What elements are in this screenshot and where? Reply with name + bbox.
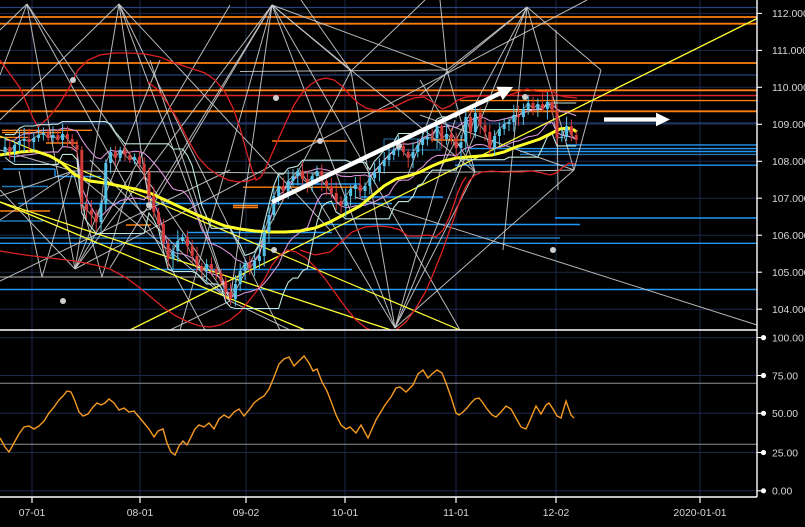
svg-text:2020-01-01: 2020-01-01 [673,508,726,519]
svg-text:109.000: 109.000 [772,120,805,131]
svg-text:104.000: 104.000 [772,305,805,316]
svg-text:107.000: 107.000 [772,194,805,205]
svg-text:12-02: 12-02 [543,508,570,519]
svg-text:11-01: 11-01 [443,508,469,519]
svg-text:08-01: 08-01 [127,508,154,519]
svg-text:10-01: 10-01 [332,508,359,519]
svg-text:0.00: 0.00 [772,487,792,498]
svg-text:112.000: 112.000 [772,9,805,20]
svg-text:108.000: 108.000 [772,157,805,168]
svg-text:111.000: 111.000 [772,46,805,57]
svg-text:105.000: 105.000 [772,268,805,279]
svg-text:100.00: 100.00 [772,333,804,344]
svg-text:09-02: 09-02 [233,508,260,519]
svg-text:25.00: 25.00 [772,448,798,459]
svg-text:75.00: 75.00 [772,371,798,382]
svg-text:50.00: 50.00 [772,409,798,420]
svg-text:110.000: 110.000 [772,83,805,94]
svg-text:106.000: 106.000 [772,231,805,242]
svg-text:07-01: 07-01 [19,508,46,519]
